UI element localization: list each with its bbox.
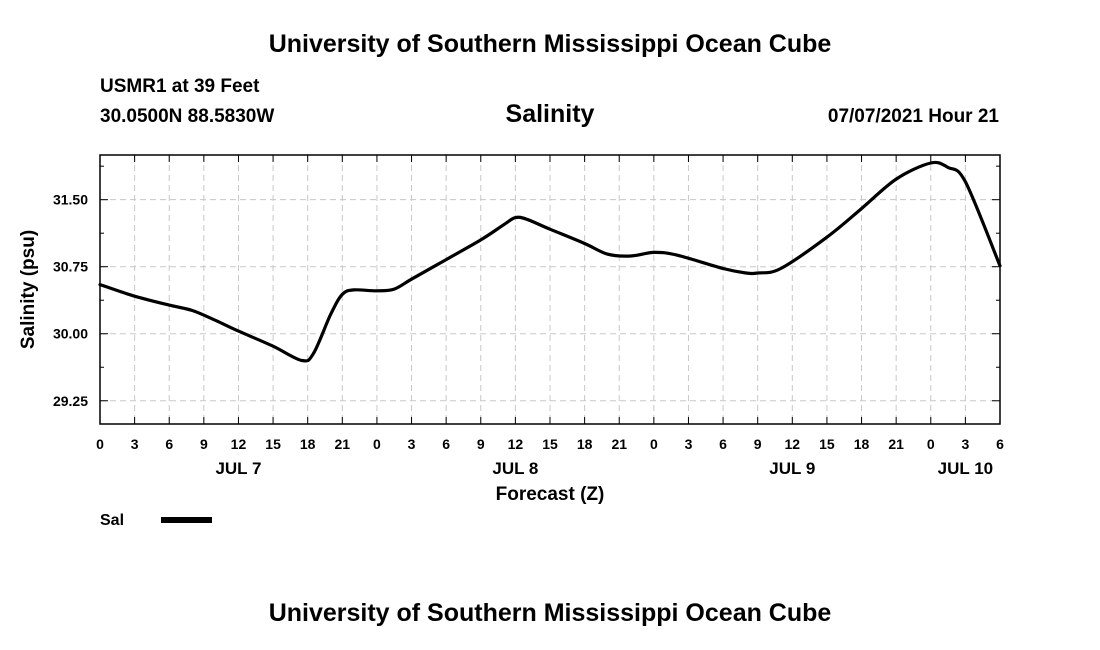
x-tick-label: 12 — [785, 436, 801, 452]
x-tick-label: 12 — [508, 436, 524, 452]
x-tick-label: 6 — [165, 436, 173, 452]
series-layer — [98, 160, 1002, 363]
x-tick-label: 0 — [96, 436, 104, 452]
x-tick-label: 9 — [200, 436, 208, 452]
x-axis-title: Forecast (Z) — [496, 484, 605, 505]
footer-title: University of Southern Mississippi Ocean… — [268, 599, 832, 627]
coordinates-label: 30.0500N 88.5830W — [100, 106, 275, 127]
date-label: JUL 9 — [769, 459, 815, 478]
page-title: University of Southern Mississippi Ocean… — [268, 30, 832, 58]
x-tick-label: 0 — [373, 436, 381, 452]
date-label: JUL 8 — [492, 459, 538, 478]
x-tick-label: 15 — [819, 436, 835, 452]
x-tick-label: 18 — [300, 436, 316, 452]
x-tick-label: 0 — [650, 436, 658, 452]
legend-label: Sal — [100, 512, 124, 529]
forecast-timestamp: 07/07/2021 Hour 21 — [827, 106, 999, 127]
x-tick-label: 6 — [996, 436, 1004, 452]
y-tick-label: 29.25 — [53, 393, 88, 409]
x-tick-label: 12 — [231, 436, 247, 452]
x-tick-label: 6 — [719, 436, 727, 452]
chart-title: Salinity — [505, 100, 595, 128]
plot-frame — [99, 154, 1001, 425]
x-tick-label: 15 — [265, 436, 281, 452]
x-tick-label: 6 — [442, 436, 450, 452]
date-label: JUL 7 — [215, 459, 261, 478]
x-tick-label: 21 — [611, 436, 627, 452]
x-tick-label: 3 — [961, 436, 969, 452]
date-label: JUL 10 — [938, 459, 993, 478]
x-tick-label: 3 — [685, 436, 693, 452]
x-tick-label: 9 — [754, 436, 762, 452]
y-tick-label: 30.75 — [53, 259, 88, 275]
x-tick-label: 0 — [927, 436, 935, 452]
x-tick-label: 18 — [577, 436, 593, 452]
station-label: USMR1 at 39 Feet — [100, 76, 260, 97]
label-layer: 0 3 6 9 12 15 18 21 0 3 6 9 12 15 18 21 0 3 6 9 12 15 18 21 0 3 6 2… — [18, 192, 1004, 529]
x-tick-label: 18 — [854, 436, 870, 452]
grid-layer — [100, 155, 1000, 424]
y-tick-label: 30.00 — [53, 326, 88, 342]
y-tick-label: 31.50 — [53, 192, 88, 208]
x-tick-label: 3 — [408, 436, 416, 452]
series-line-sal — [98, 160, 1002, 363]
axis-layer — [99, 154, 1001, 425]
x-tick-label: 3 — [131, 436, 139, 452]
x-tick-label: 21 — [335, 436, 351, 452]
y-axis-title: Salinity (psu) — [18, 230, 39, 349]
x-tick-label: 9 — [477, 436, 485, 452]
x-tick-label: 21 — [888, 436, 904, 452]
x-tick-label: 15 — [542, 436, 558, 452]
